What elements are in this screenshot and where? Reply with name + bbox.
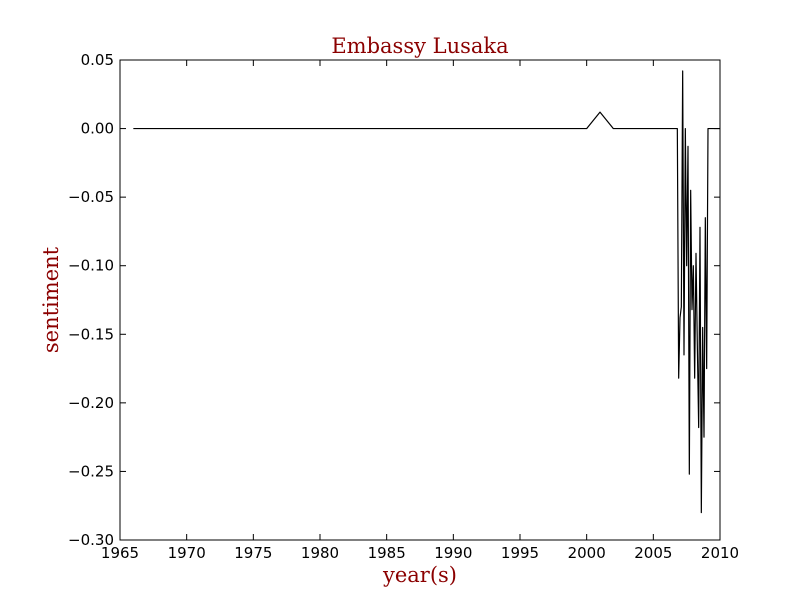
axis-ticks	[119, 59, 721, 541]
y-tick-label: 0.05	[81, 51, 114, 69]
x-tick-label: 1965	[101, 544, 139, 562]
y-tick-label: −0.20	[68, 394, 114, 412]
y-tick-label: −0.30	[68, 531, 114, 549]
x-tick-label: 1970	[168, 544, 206, 562]
x-tick-label: 1995	[501, 544, 539, 562]
axis-tick-labels: 1965 1970 1975 1980 1985 1990 1995 2000 2005 2010…	[68, 51, 739, 562]
chart-title: Embassy Lusaka	[331, 34, 508, 58]
x-tick-label: 1990	[434, 544, 472, 562]
y-tick-label: −0.25	[68, 462, 114, 480]
y-tick-label: 0.00	[81, 120, 114, 138]
plot-area-frame	[119, 59, 721, 541]
x-tick-label: 2000	[568, 544, 606, 562]
x-tick-label: 2010	[701, 544, 739, 562]
y-tick-label: −0.15	[68, 325, 114, 343]
x-tick-label: 1980	[301, 544, 339, 562]
y-tick-label: −0.10	[68, 257, 114, 275]
x-tick-label: 1985	[368, 544, 406, 562]
x-axis-label: year(s)	[382, 563, 457, 587]
y-tick-label: −0.05	[68, 188, 114, 206]
x-tick-label: 1975	[234, 544, 272, 562]
series-line	[133, 70, 720, 514]
y-axis-label: sentiment	[39, 246, 63, 353]
x-tick-label: 2005	[634, 544, 672, 562]
